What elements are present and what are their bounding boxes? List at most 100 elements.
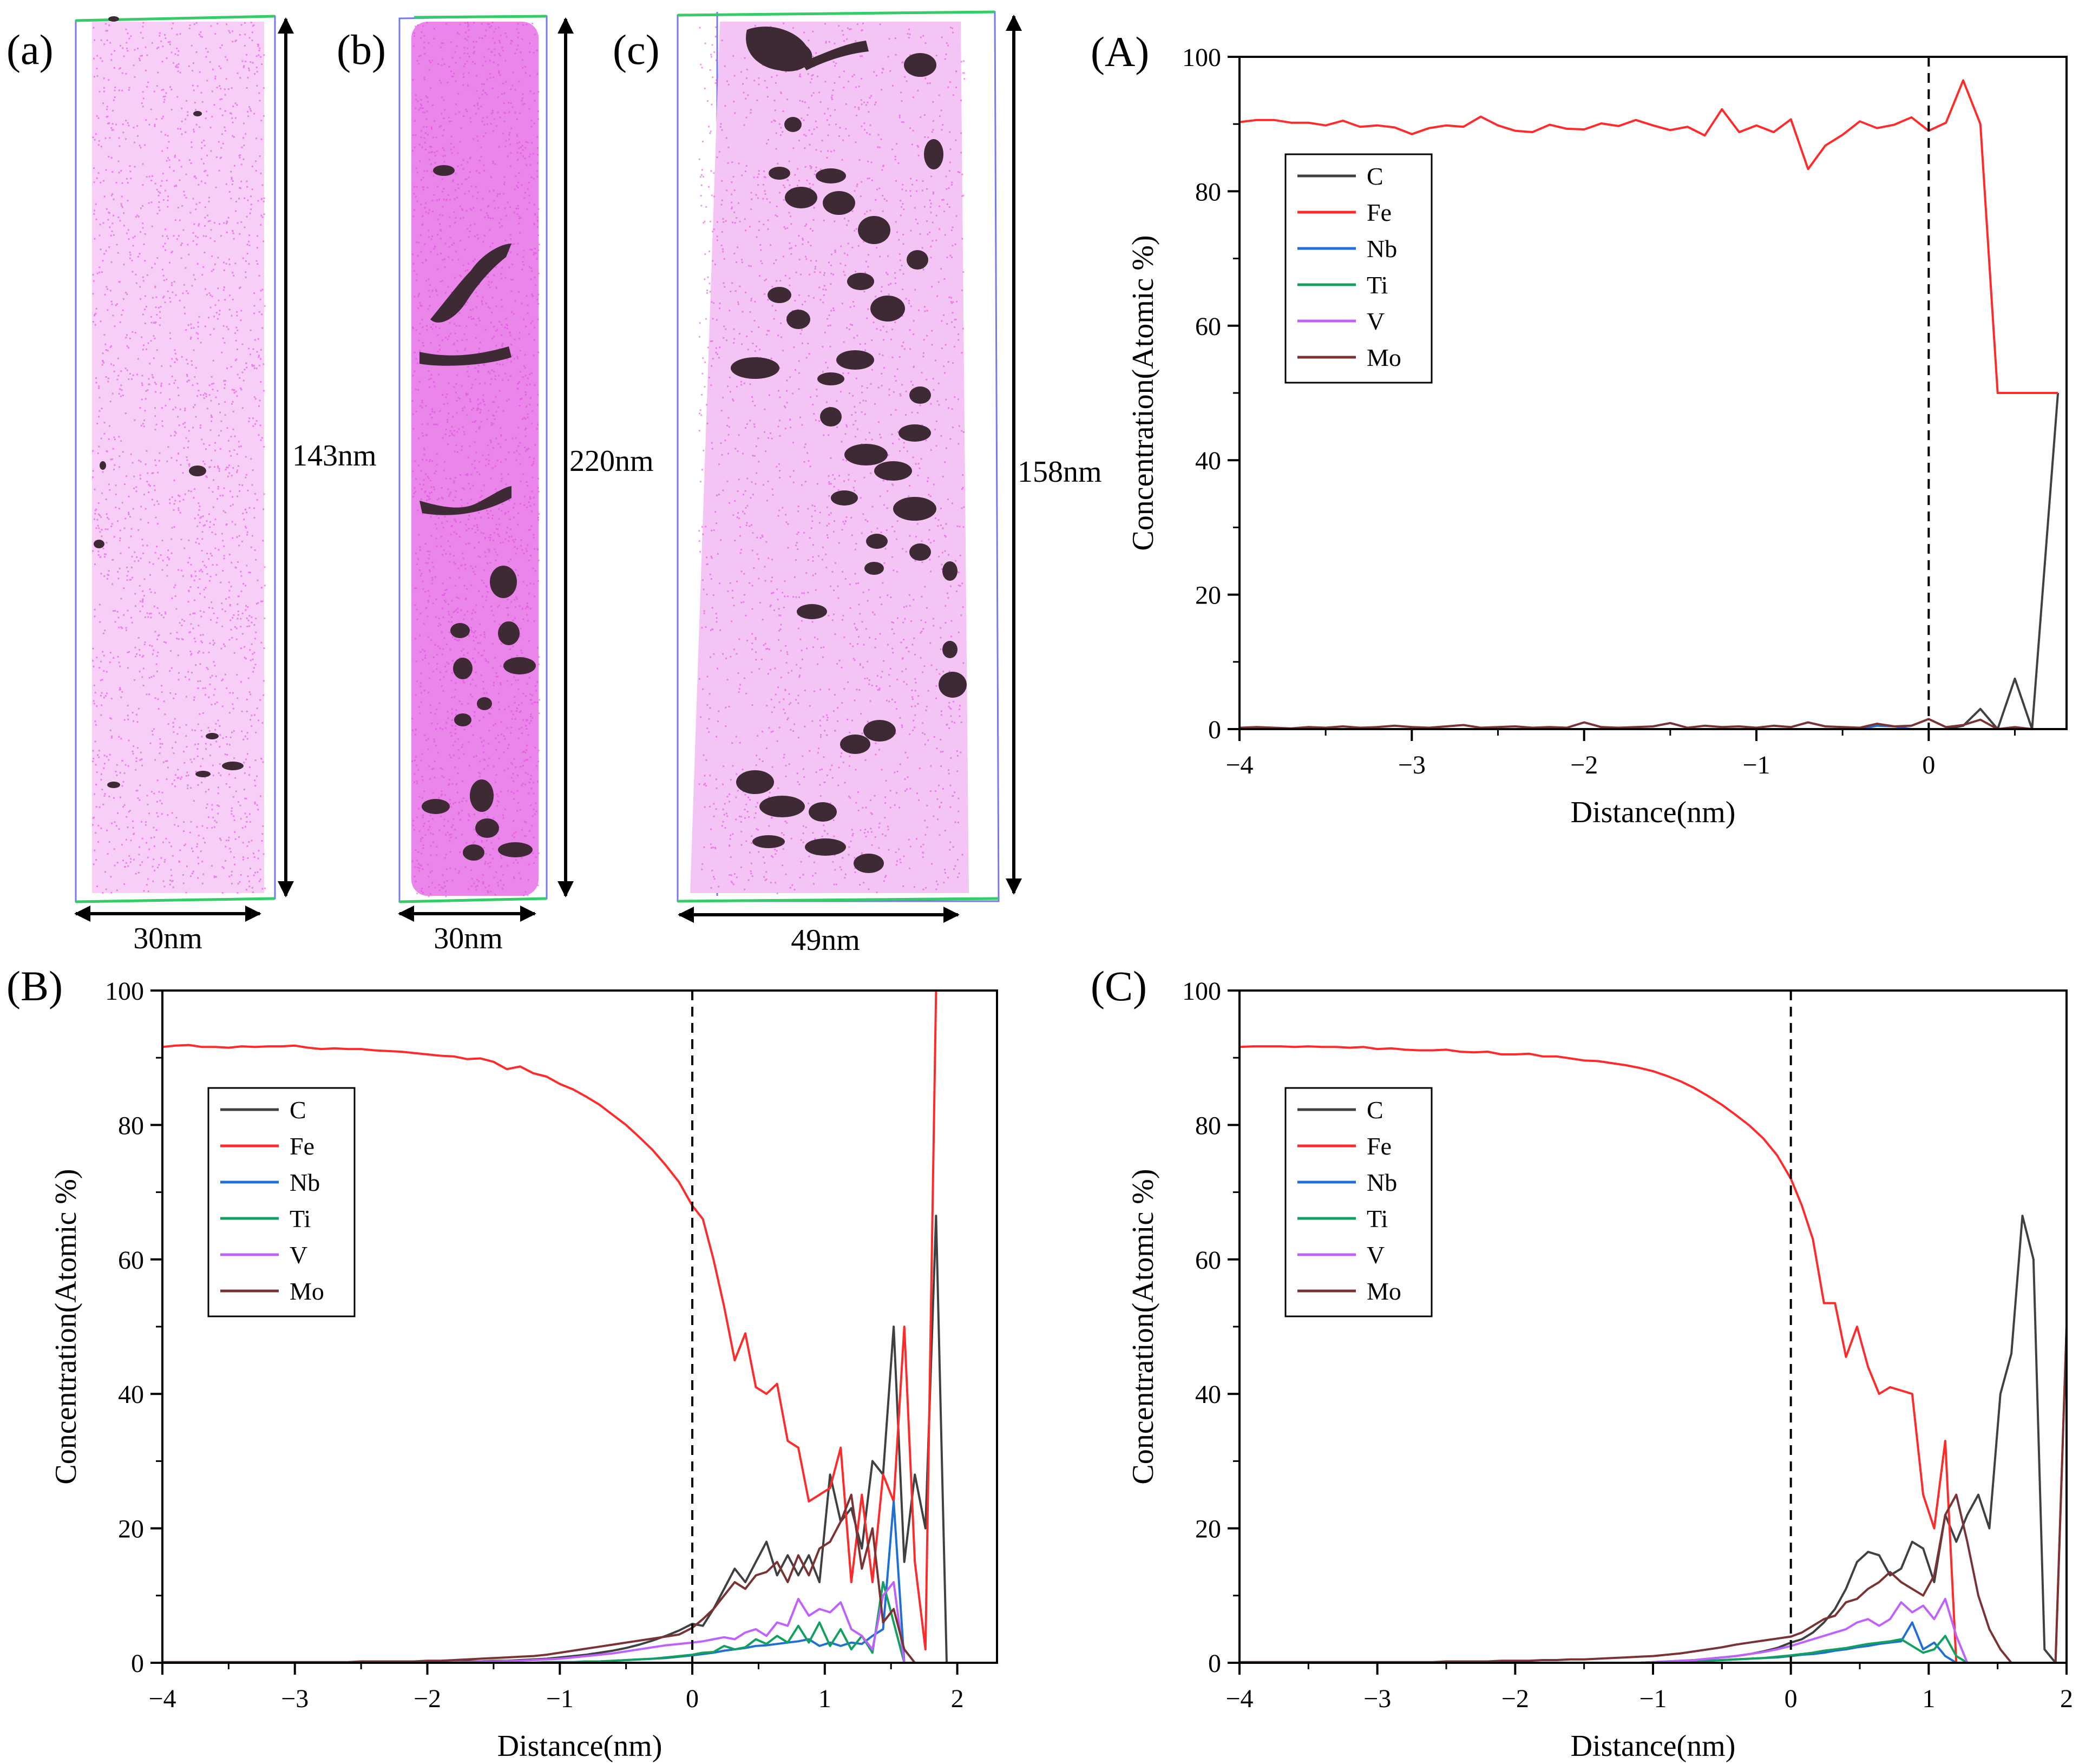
legend-label-fe: Fe [1367,1132,1392,1160]
apt-box-bottom-b [399,897,547,903]
series-line-c [162,1215,997,1663]
y-tick-label: 0 [1208,1649,1221,1678]
precipitate [193,111,202,116]
height-label-a: 143nm [292,439,377,473]
precipitate [422,799,450,814]
precipitate [107,782,120,788]
series-line-fe [1239,79,2058,394]
apt-panel-c: (c) [613,10,1102,957]
y-tick-label: 0 [1208,716,1221,744]
plot-area [1239,79,2060,729]
series-line-v [1239,1598,2067,1663]
precipitate [470,779,494,812]
apt-box-bottom-a [75,897,276,903]
precipitate [785,187,817,208]
precipitate [433,165,455,176]
apt-box-bottom-c [677,897,999,903]
x-tick-label: −2 [1570,751,1598,779]
x-tick-label: −3 [1363,1684,1391,1713]
legend-box [1284,1087,1433,1317]
precipitate [222,762,244,770]
y-tick-label: 80 [118,1111,144,1140]
x-tick-label: −3 [1398,751,1426,779]
series-line-c [1239,392,2060,729]
y-tick-label: 40 [1195,1380,1221,1409]
precipitate [419,486,511,515]
precipitate [893,497,936,521]
panel-label-a: (a) [6,26,54,73]
y-tick-label: 0 [131,1649,144,1678]
precipitate [450,623,470,638]
y-tick-label: 20 [118,1515,144,1544]
precipitate [801,41,869,70]
precipitate [909,543,931,561]
precipitate [195,771,211,777]
precipitate [189,465,206,476]
precipitate [939,672,967,698]
atom-speckle-c [698,22,965,895]
height-label-b: 220nm [569,444,654,478]
x-axis-title: Distance(nm) [1571,1729,1736,1763]
chart-c: (C)−4 −3 −2 −1 0 1 2020406080100Distance(nm)Co… [1091,962,2073,1763]
precipitate [909,386,931,404]
precipitate [864,562,884,575]
y-tick-label: 80 [1195,1111,1221,1140]
precipitate [870,296,905,322]
apt-box-top-c [677,10,995,17]
legend-label-nb: Nb [1367,1169,1397,1196]
precipitate [453,658,473,679]
chart-a: (A) −4 −3 −2 −1 0 0 20 40 60 80 100 Distance(nm) Conc… [1091,28,2068,829]
precipitate [809,802,837,822]
height-label-c: 158nm [1018,455,1102,489]
chart-panel-label: (B) [6,962,63,1009]
precipitate [419,346,511,366]
precipitate [100,461,106,470]
x-tick-label: −3 [281,1684,309,1713]
precipitate [784,117,802,132]
series-line-fe [1239,1045,2067,1663]
precipitate [768,287,791,303]
x-tick-label: 0 [686,1684,699,1713]
legend-label-v: V [1367,307,1385,335]
x-tick-label: −1 [1639,1684,1667,1713]
y-axis-title: Concentration(Atomic %) [1126,1169,1160,1484]
chart-b: (B)−4 −3 −2 −1 0 1 2020406080100Distance(nm)Co… [6,962,998,1763]
precipitate [858,216,890,244]
precipitate [805,838,846,856]
series-line-mo [1239,718,2058,729]
series-line-v [162,1581,997,1663]
legend-label-v: V [290,1241,307,1269]
y-axis-title: Concentration(Atomic %) [1126,235,1160,550]
x-tick-label: −1 [546,1684,574,1713]
precipitate [498,621,520,645]
series-line-mo [1239,1326,2067,1663]
precipitate [823,191,855,215]
atom-cloud-a [92,22,264,893]
x-tick-label: 0 [1922,751,1935,779]
precipitate [503,657,536,674]
y-tick-label: 40 [118,1380,144,1409]
x-axis-title: Distance(nm) [1571,796,1736,829]
legend-label-nb: Nb [1367,235,1397,263]
precipitate [874,461,912,481]
legend-box [207,1087,356,1317]
legend-label-c: C [290,1096,306,1124]
y-tick-label: 100 [1182,977,1221,1006]
y-tick-label: 20 [1195,581,1221,610]
x-tick-label: −2 [414,1684,441,1713]
legend-box [1284,153,1433,384]
legend-label-ti: Ti [290,1205,311,1232]
legend-label-c: C [1367,162,1383,190]
precipitate [490,566,517,598]
width-label-a: 30nm [133,922,202,955]
precipitate [475,818,499,838]
series-line-ti [1239,1635,2067,1663]
y-tick-label: 100 [105,977,144,1006]
precipitate [430,244,511,323]
precipitate [831,490,858,506]
legend-label-ti: Ti [1367,1205,1388,1232]
chart-panel-label: (C) [1091,962,1147,1009]
x-axis-title: Distance(nm) [497,1729,663,1763]
apt-panel-a: (a) 143nm 30nm [6,15,377,955]
